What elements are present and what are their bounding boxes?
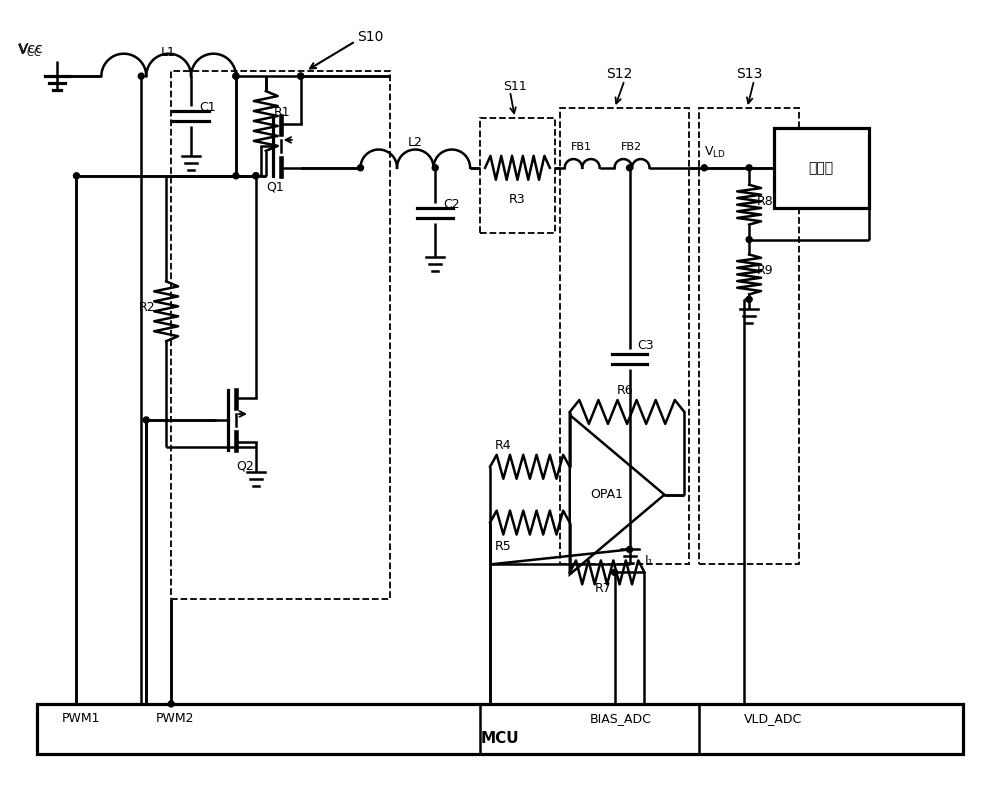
Text: R5: R5 <box>495 541 512 554</box>
Text: V$_{\rm CC}$: V$_{\rm CC}$ <box>17 42 41 59</box>
Text: L2: L2 <box>408 136 423 149</box>
Text: C2: C2 <box>443 198 460 210</box>
Text: R9: R9 <box>757 265 774 278</box>
Text: S12: S12 <box>606 67 633 81</box>
Text: V$_{\rm LD}$: V$_{\rm LD}$ <box>704 145 726 160</box>
Text: BIAS_ADC: BIAS_ADC <box>590 712 652 725</box>
Text: R1: R1 <box>274 106 290 119</box>
Text: 激光器: 激光器 <box>808 161 833 175</box>
Text: I₁: I₁ <box>644 554 653 567</box>
Bar <box>560 108 689 565</box>
Text: PWM1: PWM1 <box>62 712 100 725</box>
Text: S13: S13 <box>736 67 762 81</box>
Bar <box>171 71 390 599</box>
Bar <box>699 108 799 565</box>
Circle shape <box>612 570 618 575</box>
Text: PWM2: PWM2 <box>156 712 195 725</box>
Text: OPA1: OPA1 <box>590 488 623 501</box>
Text: MCU: MCU <box>481 731 519 746</box>
Circle shape <box>233 73 239 79</box>
Text: R6: R6 <box>617 384 633 397</box>
Circle shape <box>357 165 363 170</box>
Circle shape <box>253 173 259 178</box>
Text: R8: R8 <box>757 194 774 208</box>
Circle shape <box>253 173 259 178</box>
Circle shape <box>138 73 144 79</box>
Text: Q2: Q2 <box>236 460 254 473</box>
Circle shape <box>143 417 149 423</box>
Bar <box>480 118 555 233</box>
Circle shape <box>627 546 633 553</box>
Circle shape <box>746 296 752 302</box>
Circle shape <box>746 237 752 242</box>
Text: Q1: Q1 <box>266 181 284 194</box>
Bar <box>774 128 869 208</box>
Text: C1: C1 <box>199 101 216 114</box>
Text: R7: R7 <box>595 582 611 595</box>
Circle shape <box>627 165 633 170</box>
Text: S11: S11 <box>503 80 527 93</box>
Text: R3: R3 <box>509 193 526 206</box>
Text: FB1: FB1 <box>571 142 592 152</box>
Circle shape <box>73 173 79 178</box>
Text: R4: R4 <box>495 439 512 452</box>
Circle shape <box>746 165 752 170</box>
Circle shape <box>298 73 304 79</box>
Text: C3: C3 <box>638 339 654 352</box>
Bar <box>37 704 963 754</box>
Circle shape <box>701 165 707 170</box>
Text: VLD_ADC: VLD_ADC <box>744 712 802 725</box>
Text: S10: S10 <box>357 30 384 44</box>
Circle shape <box>298 73 304 79</box>
Text: Vᴄᴄ: Vᴄᴄ <box>19 42 43 56</box>
Circle shape <box>233 173 239 178</box>
Text: L1: L1 <box>161 46 176 59</box>
Circle shape <box>432 165 438 170</box>
Circle shape <box>233 73 239 79</box>
Circle shape <box>168 701 174 707</box>
Text: R2: R2 <box>138 302 155 314</box>
Text: FB2: FB2 <box>621 142 642 152</box>
